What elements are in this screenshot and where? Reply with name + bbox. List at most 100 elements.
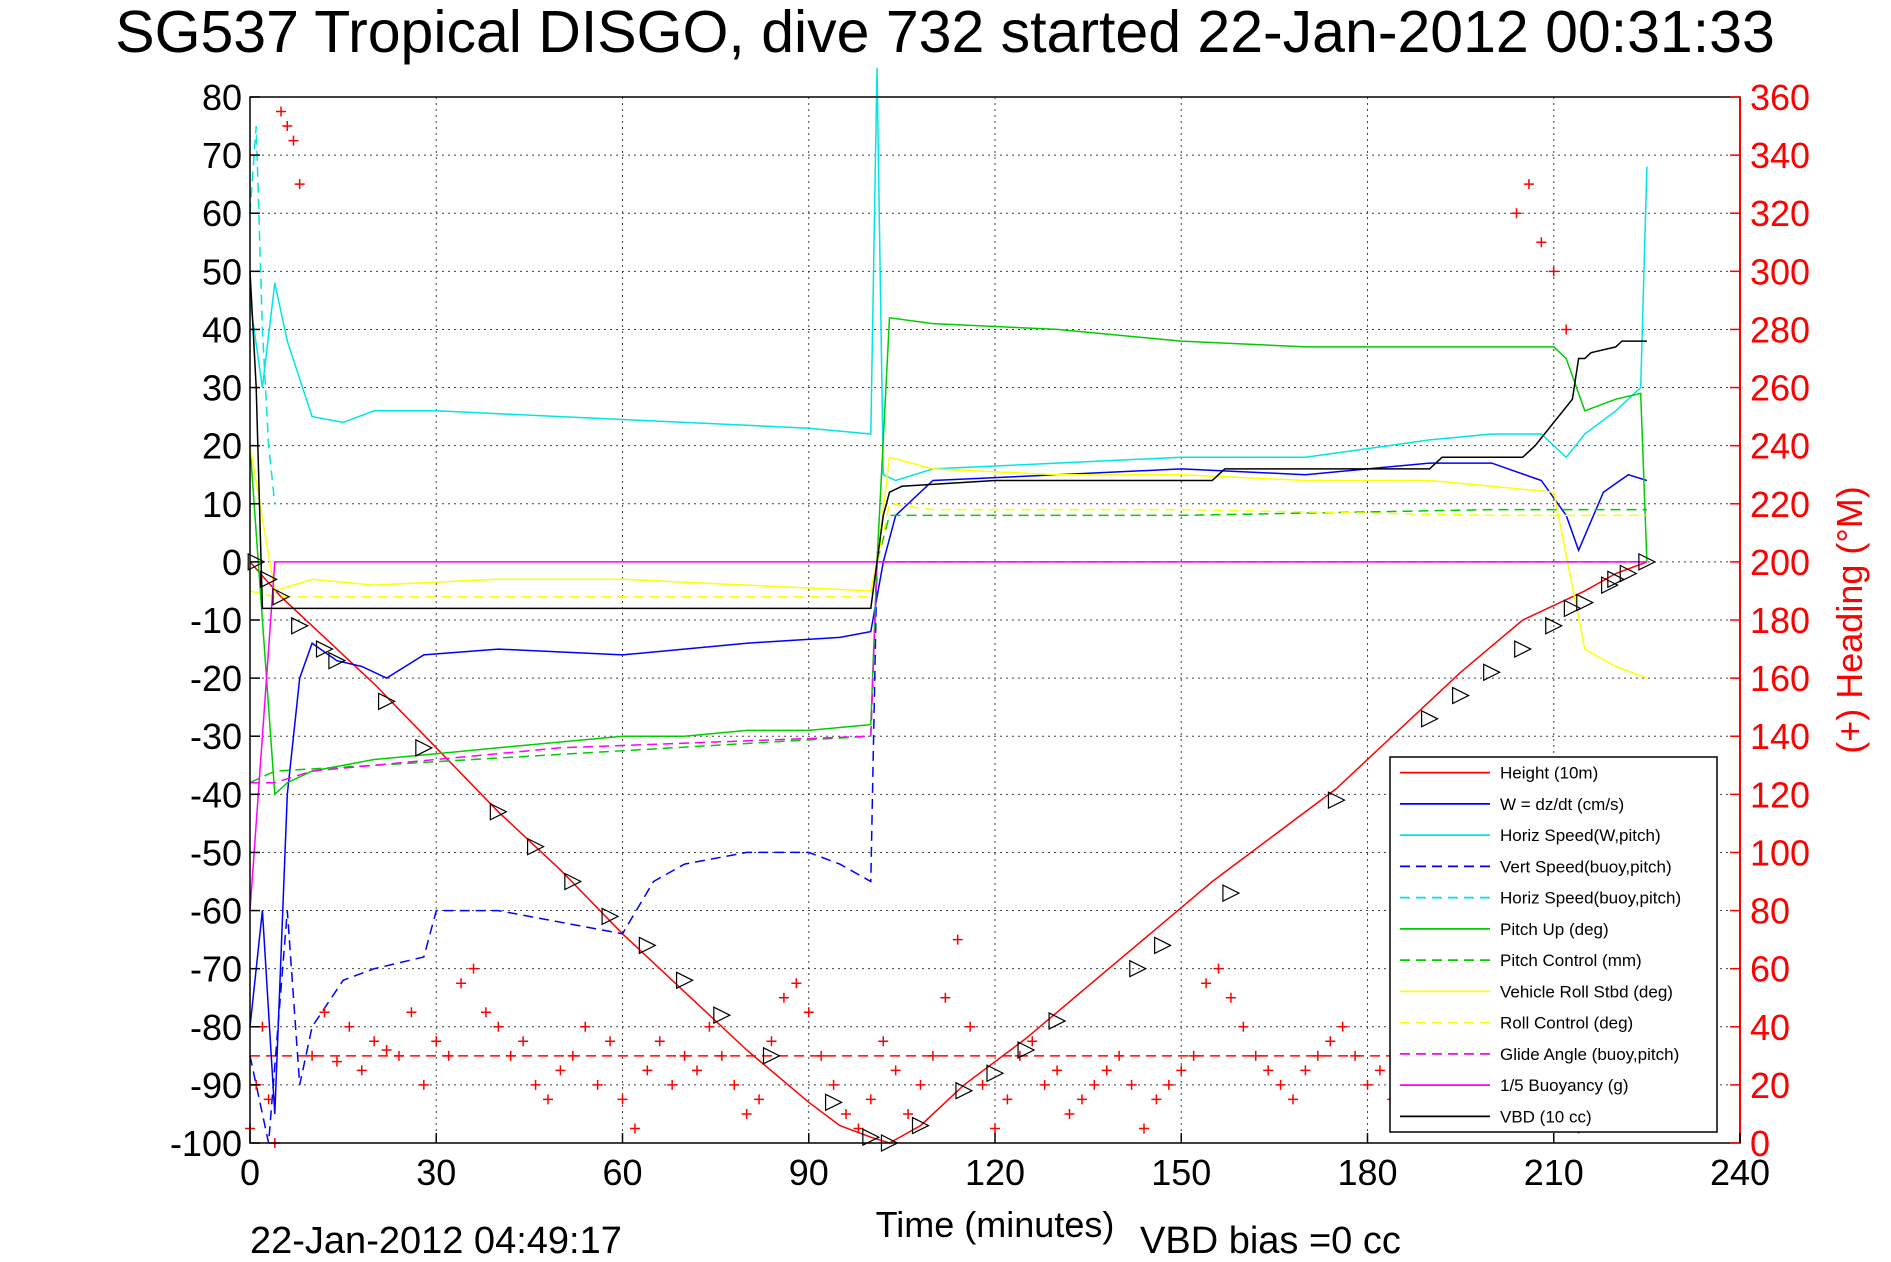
- series-line: [249, 126, 276, 504]
- x-tick-label: 210: [1524, 1152, 1584, 1193]
- legend-entry: Height (10m): [1500, 764, 1598, 783]
- right-tick-label: 0: [1750, 1123, 1770, 1164]
- y-tick-label: -80: [190, 1007, 242, 1048]
- heading-point: [276, 106, 287, 117]
- triangle-marker: [986, 1064, 1005, 1083]
- triangle-marker: [955, 1081, 974, 1100]
- heading-point: [493, 1021, 504, 1032]
- heading-point: [1300, 1065, 1311, 1076]
- heading-point: [394, 1050, 404, 1061]
- legend-entry: Vehicle Roll Stbd (deg): [1500, 982, 1673, 1001]
- x-axis-label: Time (minutes): [876, 1204, 1115, 1245]
- heading-point: [754, 1094, 765, 1105]
- right-tick-label: 20: [1750, 1065, 1790, 1106]
- x-tick-label: 90: [789, 1152, 829, 1193]
- heading-point: [1238, 1021, 1249, 1032]
- heading-point: [381, 1045, 392, 1056]
- y-tick-label: -90: [190, 1065, 242, 1106]
- heading-point: [1263, 1065, 1274, 1076]
- heading-point: [418, 1079, 429, 1090]
- triangle-marker: [862, 1128, 881, 1147]
- series-line: [249, 561, 1647, 911]
- heading-point: [331, 1056, 342, 1067]
- heading-point: [294, 179, 305, 190]
- right-tick-label: 360: [1750, 77, 1810, 118]
- y-tick-label: 60: [202, 193, 242, 234]
- right-axis-label: (+) Heading (°M): [1829, 486, 1870, 753]
- legend-entry: Horiz Speed(buoy,pitch): [1500, 889, 1681, 908]
- y-tick-label: 40: [202, 309, 242, 350]
- heading-point: [667, 1079, 678, 1090]
- right-tick-label: 40: [1750, 1007, 1790, 1048]
- legend-entry: Pitch Control (mm): [1500, 951, 1642, 970]
- legend-entry: 1/5 Buoyancy (g): [1500, 1076, 1629, 1095]
- heading-point: [1002, 1094, 1013, 1105]
- heading-point: [592, 1079, 603, 1090]
- triangle-marker: [1154, 936, 1172, 955]
- heading-point: [1548, 266, 1559, 277]
- heading-point: [890, 1065, 901, 1076]
- triangle-marker: [762, 1046, 781, 1065]
- heading-point: [282, 121, 293, 132]
- heading-point: [1350, 1050, 1361, 1061]
- heading-point: [692, 1065, 702, 1076]
- heading-point: [878, 1036, 889, 1047]
- right-axis-ticks: 3603403203002802602402202001801601401201…: [1730, 77, 1810, 1164]
- triangle-marker: [1619, 564, 1638, 583]
- series-line: [249, 502, 1647, 598]
- y-tick-label: -60: [190, 891, 242, 932]
- triangle-marker: [526, 837, 545, 856]
- triangle-marker: [713, 1006, 732, 1025]
- right-tick-label: 100: [1750, 832, 1810, 873]
- series-line: [249, 508, 1647, 784]
- heading-point: [1523, 179, 1534, 190]
- right-tick-label: 240: [1750, 426, 1810, 467]
- heading-point: [288, 135, 299, 146]
- right-tick-label: 60: [1750, 949, 1790, 990]
- right-tick-label: 80: [1750, 891, 1790, 932]
- heading-point: [1288, 1094, 1298, 1105]
- triangle-marker: [1327, 791, 1346, 810]
- y-axis-ticks: 80 70 60 50 40 30 20 10 0 -10 -20 -30 -40 -50 -60 -70 -8…: [170, 77, 260, 1164]
- y-tick-label: -50: [190, 832, 242, 873]
- triangle-marker: [1514, 640, 1533, 659]
- right-tick-label: 220: [1750, 484, 1810, 525]
- right-tick-label: 140: [1750, 716, 1810, 757]
- triangle-marker: [377, 692, 396, 711]
- heading-point: [1325, 1036, 1336, 1047]
- y-tick-label: -10: [190, 600, 242, 641]
- heading-point: [791, 978, 802, 989]
- right-tick-label: 280: [1750, 309, 1810, 350]
- heading-point: [1126, 1079, 1137, 1090]
- heading-point: [1511, 208, 1522, 219]
- heading-point: [1536, 237, 1547, 248]
- heading-point: [629, 1123, 640, 1134]
- legend-box: [1389, 756, 1718, 1133]
- heading-point: [1188, 1050, 1199, 1061]
- x-tick-label: 30: [416, 1152, 456, 1193]
- heading-point: [729, 1079, 740, 1090]
- triangle-marker: [1576, 593, 1595, 612]
- heading-point: [443, 1050, 454, 1061]
- heading-point: [903, 1108, 914, 1119]
- footer-timestamp: 22-Jan-2012 04:49:17: [250, 1220, 622, 1262]
- heading-point: [605, 1036, 616, 1047]
- y-tick-label: 0: [222, 542, 242, 583]
- y-tick-label: 70: [202, 135, 242, 176]
- triangle-marker: [328, 651, 347, 670]
- heading-point: [1039, 1079, 1050, 1090]
- heading-point: [940, 992, 951, 1003]
- right-tick-label: 200: [1750, 542, 1810, 583]
- heading-point: [952, 934, 963, 945]
- right-tick-label: 180: [1750, 600, 1810, 641]
- triangle-marker: [1601, 576, 1619, 595]
- legend-entry: W = dz/dt (cm/s): [1500, 795, 1624, 814]
- triangle-marker: [1483, 663, 1502, 682]
- heading-point: [456, 978, 467, 989]
- heading-point: [1250, 1050, 1261, 1061]
- heading-point: [617, 1094, 628, 1105]
- heading-point: [915, 1079, 926, 1090]
- y-tick-label: -20: [190, 658, 242, 699]
- heading-point: [1337, 1021, 1348, 1032]
- heading-point: [927, 1050, 938, 1061]
